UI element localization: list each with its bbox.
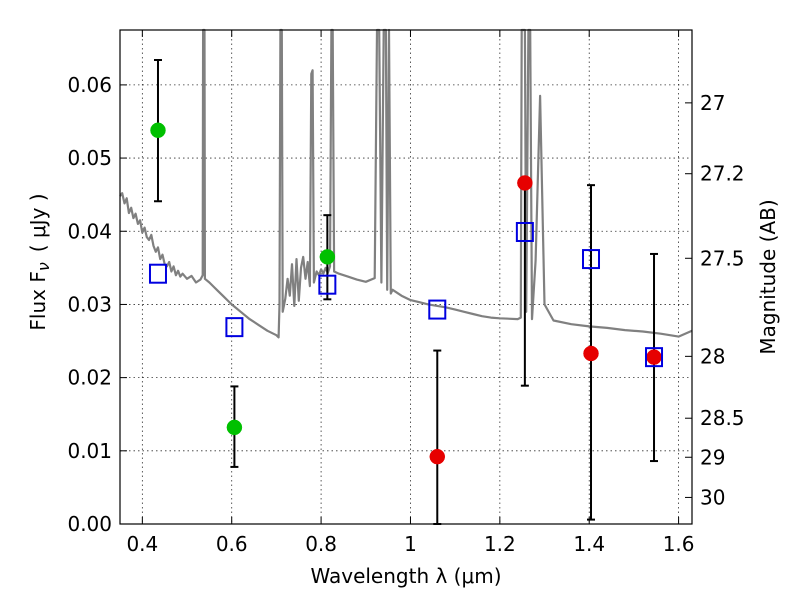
spectrum-line	[119, 28, 693, 339]
y-tick-label: 0.06	[67, 73, 112, 97]
y-tick-label: 0.04	[67, 219, 112, 243]
x-tick-label: 1.4	[573, 532, 605, 556]
red-detections-marker	[646, 349, 662, 365]
model-photometry-marker	[318, 274, 337, 295]
x-tick-label: 0.8	[305, 532, 337, 556]
red-detections-marker	[429, 448, 446, 465]
y-tick-label: 0.01	[67, 439, 112, 463]
x-axis-title: Wavelength λ (μm)	[310, 564, 501, 588]
model-photometry-marker	[148, 263, 167, 284]
y2-tick-label: 27	[700, 91, 725, 115]
model-photometry-marker	[225, 317, 244, 338]
y-axis-title-main: Flux F	[26, 271, 50, 330]
x-tick-label: 1.6	[663, 532, 695, 556]
red-detections-marker	[583, 345, 599, 362]
y-tick-label: 0.02	[67, 366, 112, 390]
x-tick-label: 1.2	[484, 532, 516, 556]
y2-tick-label: 27.5	[700, 246, 745, 270]
svg-text:Flux Fν( μJy ): Flux Fν ( μJy )	[26, 193, 53, 330]
model-spectrum	[119, 28, 693, 339]
y-axis-title-subscript: ν	[34, 262, 53, 271]
error-bars	[153, 59, 659, 525]
x-tick-label: 0.4	[126, 532, 158, 556]
y2-tick-label: 27.2	[700, 162, 745, 186]
y-axis-title-units: ( μJy )	[26, 193, 50, 252]
y-tick-label: 0.03	[67, 292, 112, 316]
x-tick-label: 0.6	[216, 532, 248, 556]
model-photometry-marker	[515, 221, 534, 242]
y2-axis-title: Magnitude (AB)	[756, 199, 780, 354]
data-points	[148, 122, 664, 465]
green-detections-marker	[319, 249, 336, 265]
plot-frame	[119, 29, 693, 525]
x-tick-label: 1	[404, 532, 417, 556]
y2-tick-label: 28.5	[700, 406, 745, 430]
y-axis-title: Flux Fν ( μJy )	[26, 193, 53, 330]
red-detections-marker	[517, 175, 533, 191]
green-detections-marker	[150, 122, 166, 139]
y2-tick-label: 29	[700, 445, 725, 469]
model-photometry-marker	[645, 347, 664, 368]
y2-tick-label: 28	[700, 344, 725, 368]
axis-ticks: 0.4 0.6 0.8 1 1.2 1.4 1.6 0.00 0.01 0.02 0.03 0.04 0…	[67, 30, 745, 556]
y-tick-label: 0.00	[67, 512, 112, 536]
green-detections-marker	[226, 419, 243, 436]
model-photometry-marker	[428, 299, 447, 320]
model-photometry-marker	[582, 249, 601, 270]
y-tick-label: 0.05	[67, 146, 112, 170]
y2-tick-label: 30	[700, 485, 725, 509]
